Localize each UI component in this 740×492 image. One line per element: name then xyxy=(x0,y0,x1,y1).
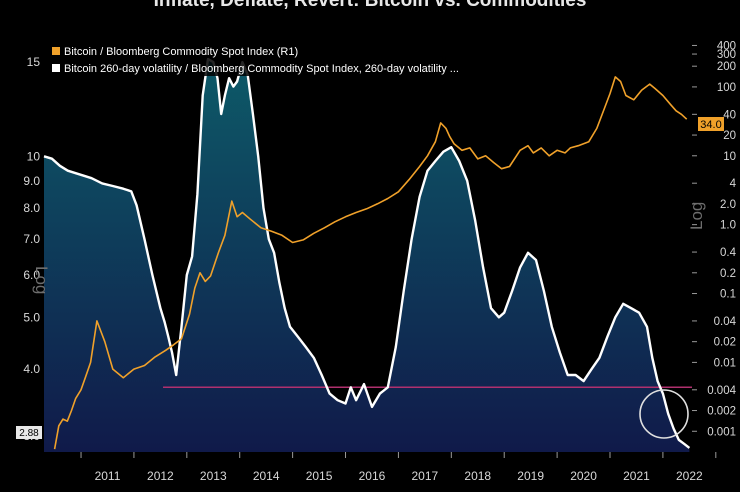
x-tick-label: 2020 xyxy=(570,469,597,483)
right-tick-label: 40 xyxy=(723,109,736,121)
last-value-tag-box xyxy=(698,117,724,131)
x-tick-label: 2012 xyxy=(147,469,174,483)
right-tick-label: 0.1 xyxy=(720,289,736,301)
left-bottom-label: 2.88 xyxy=(16,426,42,439)
last-value-tag: 34.0 xyxy=(698,117,724,131)
legend: Bitcoin / Bloomberg Commodity Spot Index… xyxy=(46,42,562,76)
right-tick-label: 0.01 xyxy=(714,357,736,369)
x-axis-ticks: 2011 2012 2013 2014 2015 2016 2017 2018 2019 2020… xyxy=(80,452,717,483)
left-tick-label: 4.0 xyxy=(23,362,40,376)
right-tick-label: 0.001 xyxy=(707,426,736,438)
right-tick-label: 20 xyxy=(723,130,736,142)
x-tick-label: 2015 xyxy=(306,469,333,483)
x-tick-label: 2021 xyxy=(623,469,650,483)
legend-swatch-vol xyxy=(52,64,60,72)
right-axis-label: Log xyxy=(687,202,706,230)
volatility-line-layer xyxy=(43,57,691,449)
right-tick-label: 0.4 xyxy=(720,247,737,259)
right-tick-label: 10 xyxy=(723,151,736,163)
x-tick-label: 2017 xyxy=(412,469,439,483)
right-tick-label: 0.2 xyxy=(720,268,736,280)
x-tick-label: 2019 xyxy=(517,469,544,483)
x-tick-label: 2016 xyxy=(359,469,386,483)
left-tick-label: 9.0 xyxy=(23,174,40,188)
right-tick-label: 100 xyxy=(717,82,736,94)
x-tick-label: 2018 xyxy=(464,469,491,483)
left-tick-label: 8.0 xyxy=(23,201,40,215)
left-tick-label: 7.0 xyxy=(23,232,40,246)
left-tick-label: 6.0 xyxy=(23,268,40,282)
left-axis-label: Log xyxy=(32,266,51,294)
chart-title: Inflate, Deflate, Revert: Bitcoin vs. Co… xyxy=(153,0,587,11)
x-tick-label: 2022 xyxy=(676,469,703,483)
legend-box xyxy=(46,42,562,76)
btc-line-layer xyxy=(53,76,688,450)
left-tick-label: 15 xyxy=(27,55,41,69)
right-tick-label: 4 xyxy=(730,178,737,190)
right-tick-label: 300 xyxy=(717,49,736,61)
x-tick-label: 2013 xyxy=(200,469,227,483)
right-tick-label: 0.002 xyxy=(707,406,736,418)
right-tick-label: 400 xyxy=(717,40,736,52)
last-value-tag-text: 34.0 xyxy=(700,119,721,131)
right-tick-label: 0.004 xyxy=(707,385,736,397)
volatility-line xyxy=(43,57,691,449)
left-tick-label: 5.0 xyxy=(23,310,40,324)
right-tick-label: 1.0 xyxy=(720,220,736,232)
legend-swatch-btc xyxy=(52,47,60,55)
x-tick-label: 2011 xyxy=(95,469,121,483)
btc-line xyxy=(53,76,688,450)
right-tick-label: 200 xyxy=(717,61,736,73)
x-tick-label: 2014 xyxy=(253,469,280,483)
legend-label-vol: Bitcoin 260-day volatility / Bloomberg C… xyxy=(64,63,459,75)
left-tick-label: 10 xyxy=(27,149,41,163)
volatility-area-layer xyxy=(44,59,690,452)
right-tick-label: 0.04 xyxy=(714,316,737,328)
left-bottom-label-box xyxy=(16,426,42,439)
right-tick-label: 0.02 xyxy=(714,337,736,349)
right-tick-label: 2.0 xyxy=(720,199,736,211)
highlight-circle xyxy=(639,389,689,439)
left-bottom-label-text: 2.88 xyxy=(19,428,39,439)
volatility-area xyxy=(44,59,690,452)
legend-label-btc: Bitcoin / Bloomberg Commodity Spot Index… xyxy=(64,46,298,58)
